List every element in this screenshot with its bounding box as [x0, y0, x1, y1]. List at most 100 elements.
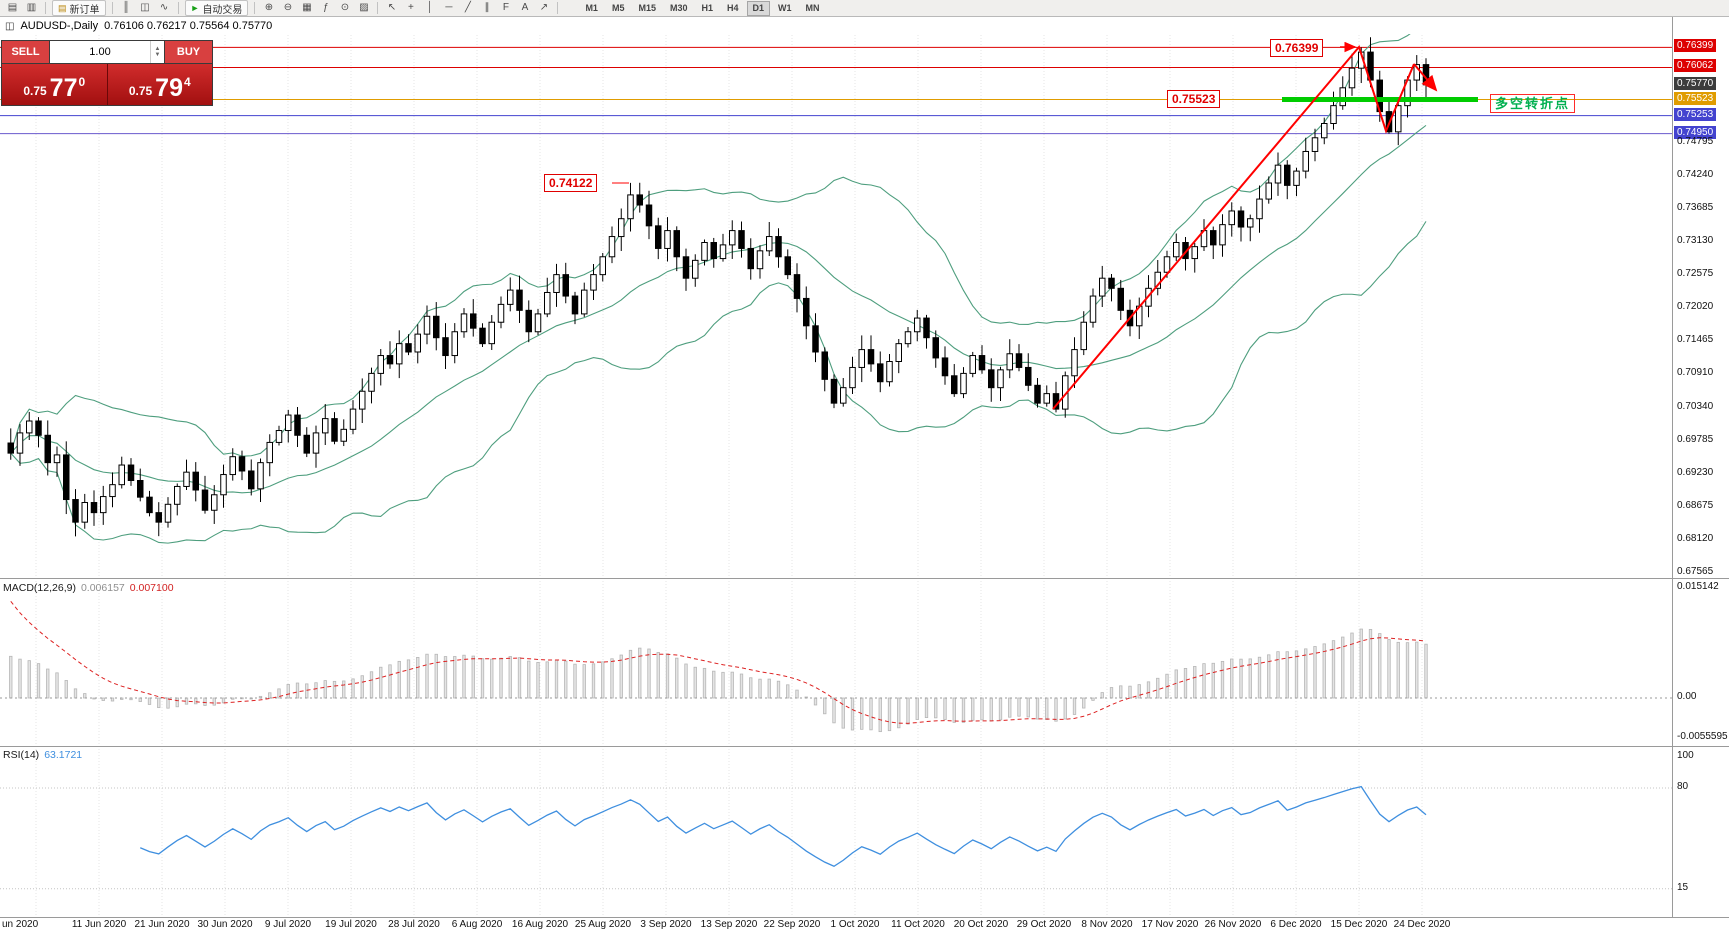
date-label: 6 Aug 2020	[451, 919, 503, 930]
toolbar-separator	[45, 2, 46, 14]
sell-price-big: 77	[49, 74, 78, 102]
date-label: 8 Nov 2020	[1081, 919, 1133, 930]
price-tick-label: 0.70910	[1677, 366, 1714, 378]
price-tick-label: 0.70340	[1677, 400, 1714, 412]
date-label: un 2020	[2, 919, 39, 930]
indicators-icon[interactable]: ƒ	[323, 2, 329, 13]
equidistant-channel-icon[interactable]: ∥	[484, 2, 490, 13]
rsi-tick-label: 15	[1677, 881, 1689, 893]
price-tick-label: 0.74795	[1677, 135, 1714, 147]
sell-button[interactable]: SELL	[2, 41, 49, 63]
new-chart-icon[interactable]: ▤	[7, 2, 18, 13]
price-tick-label: 0.72575	[1677, 267, 1714, 279]
bollinger-upper-band[interactable]	[10, 29, 1426, 457]
date-label: 26 Nov 2020	[1204, 919, 1262, 930]
timeframe-d1[interactable]: D1	[746, 0, 771, 16]
support-line-segment[interactable]	[1282, 97, 1478, 102]
forecast-down-arrow[interactable]	[1413, 63, 1438, 92]
auto-trading-button[interactable]: ► 自动交易	[184, 0, 249, 16]
sell-price-pip: 0	[78, 75, 86, 89]
timeframe-mn[interactable]: MN	[805, 2, 820, 13]
buy-price-button[interactable]: 0.75 79 4	[107, 64, 212, 105]
line-chart-type-icon[interactable]: ∿	[159, 2, 169, 13]
fibonacci-icon[interactable]: F	[502, 2, 509, 13]
cursor-icon[interactable]: ↖	[387, 2, 397, 13]
price-tick-label: 0.73130	[1677, 234, 1714, 246]
date-label: 28 Jul 2020	[388, 919, 440, 930]
text-label-icon[interactable]: A	[521, 2, 529, 13]
price-tick-label: 0.73685	[1677, 201, 1714, 213]
rsi-line	[139, 785, 1427, 868]
timeframe-w1[interactable]: W1	[778, 2, 792, 13]
macd-panel-separator[interactable]	[0, 578, 1729, 579]
trendline-icon[interactable]: ╱	[464, 2, 471, 13]
candlestick-type-icon[interactable]: ◫	[140, 2, 150, 13]
bar-chart-type-icon[interactable]: ║	[122, 2, 130, 13]
trend-zigzag-line[interactable]	[1052, 44, 1415, 410]
sell-price-button[interactable]: 0.75 77 0	[2, 64, 108, 105]
timeframe-m5[interactable]: M5	[611, 2, 625, 13]
price-annotation-high[interactable]: 0.76399	[1270, 39, 1324, 57]
rsi-panel-separator[interactable]	[0, 746, 1729, 747]
new-order-button-label: 新订单	[69, 4, 100, 16]
volume-increase-button[interactable]: ▲	[154, 46, 161, 52]
level-price-label: 0.76399	[1674, 39, 1717, 53]
crosshair-icon[interactable]: +	[408, 2, 414, 13]
timeframe-m15[interactable]: M15	[638, 2, 656, 13]
level-price-label: 0.75253	[1674, 107, 1717, 121]
date-label: 25 Aug 2020	[574, 919, 632, 930]
chart-title-ohlc: 0.76106 0.76217 0.75564 0.75770	[104, 20, 273, 32]
date-label: 11 Jun 2020	[71, 919, 127, 930]
bollinger-lower-band[interactable]	[10, 221, 1427, 544]
timeframe-m1[interactable]: M1	[585, 2, 598, 13]
volume-spinner: ▲ ▼	[150, 41, 164, 63]
buy-button[interactable]: BUY	[165, 41, 212, 63]
date-label: 13 Sep 2020	[700, 919, 758, 930]
date-label: 24 Dec 2020	[1393, 919, 1451, 930]
rsi-tick-label: 100	[1677, 750, 1694, 761]
buy-price-big: 79	[155, 74, 183, 102]
zoom-out-icon[interactable]: ⊖	[283, 2, 293, 13]
price-tick-label: 0.71465	[1677, 333, 1714, 345]
charts-list-icon[interactable]: ▥	[26, 2, 37, 13]
price-annotation-support[interactable]: 0.75523	[1167, 90, 1221, 108]
price-annotation-prev-high[interactable]: 0.74122	[544, 174, 598, 192]
turning-point-label[interactable]: 多空转折点	[1490, 94, 1576, 113]
new-order-button[interactable]: ▤ 新订单	[52, 0, 106, 16]
toolbar-separator	[377, 2, 379, 14]
timeframe-m30[interactable]: M30	[669, 2, 688, 13]
zoom-in-icon[interactable]: ⊕	[264, 2, 274, 13]
auto-trading-button-icon: ►	[190, 3, 200, 13]
toolbar-separator	[111, 2, 113, 14]
macd-signal-line	[10, 601, 1427, 724]
date-label: 20 Oct 2020	[953, 919, 1009, 930]
horizontal-level-lines[interactable]	[0, 46, 1672, 135]
arrows-icon[interactable]: ↗	[539, 2, 549, 13]
volume-value[interactable]: 1.00	[89, 46, 111, 58]
timeframe-h1[interactable]: H1	[701, 2, 714, 13]
price-axis-separator	[1672, 17, 1673, 917]
price-tick-label: 0.69230	[1677, 466, 1714, 478]
volume-decrease-button[interactable]: ▼	[154, 52, 161, 58]
price-tick-label: 0.68675	[1677, 499, 1714, 511]
bollinger-middle-band[interactable]	[10, 124, 1427, 494]
date-label: 17 Nov 2020	[1141, 919, 1199, 930]
templates-icon[interactable]: ▨	[359, 2, 369, 13]
price-tick-label: 0.69785	[1677, 433, 1714, 445]
vertical-line-icon[interactable]: │	[426, 2, 434, 13]
macd-main-value: 0.006157	[80, 582, 125, 594]
price-tick-label: 0.74240	[1677, 168, 1714, 180]
chart-title-icon: ◫	[5, 20, 15, 32]
level-price-label: 0.75523	[1674, 91, 1717, 105]
date-axis-separator	[0, 917, 1729, 918]
timeframe-h4[interactable]: H4	[727, 2, 739, 13]
periods-icon[interactable]: ⊙	[340, 2, 350, 13]
volume-field[interactable]: 1.00 ▲ ▼	[49, 41, 165, 63]
bollinger-bands[interactable]	[10, 29, 1427, 544]
buy-price-pip: 4	[183, 75, 191, 89]
tile-windows-icon[interactable]: ▦	[302, 2, 312, 13]
horizontal-line-icon[interactable]: ─	[445, 2, 453, 13]
date-label: 29 Oct 2020	[1016, 919, 1072, 930]
